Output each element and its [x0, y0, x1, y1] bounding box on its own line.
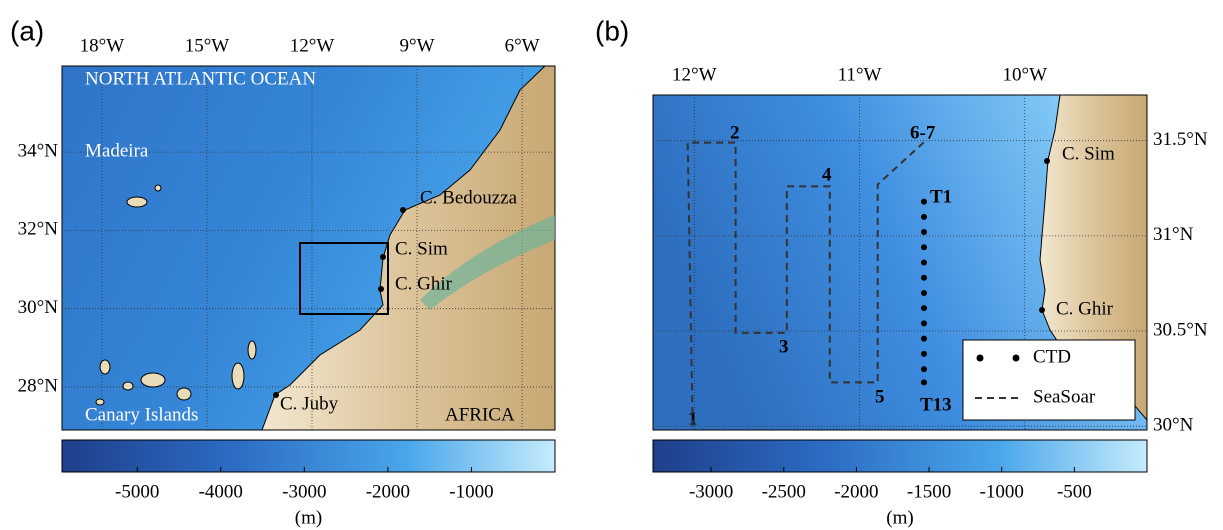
- x-tick-label: 12°W: [672, 64, 717, 85]
- y-tick-label: 30°N: [1153, 415, 1194, 436]
- ctd-station: [921, 229, 927, 235]
- ctd-station: [921, 290, 927, 296]
- annotation: AFRICA: [445, 404, 515, 425]
- ctd-station: [921, 336, 927, 342]
- colorbar: [653, 440, 1147, 472]
- ctd-station: [921, 351, 927, 357]
- annotation: 3: [779, 336, 789, 357]
- legend-label: CTD: [1033, 346, 1071, 367]
- panel-label: (b): [595, 15, 629, 46]
- colorbar-tick-label: -1500: [907, 481, 951, 502]
- colorbar: [62, 440, 555, 472]
- colorbar-tick-label: -2000: [366, 481, 410, 502]
- colorbar-unit: (m): [886, 507, 913, 528]
- colorbar-tick-label: -2500: [762, 481, 806, 502]
- y-tick-label: 34°N: [18, 140, 59, 161]
- legend-symbol: [1013, 355, 1020, 362]
- annotation: T13: [920, 394, 952, 415]
- y-tick-label: 30°N: [18, 297, 59, 318]
- figure: (a) NORTH ATLANTIC OCEAN Madeira C. Bedo…: [0, 0, 1223, 530]
- ctd-station: [921, 214, 927, 220]
- panel-b: (b) C. Sim C. Ghir 1 2 3 4 5 6-7 T1 T13 …: [595, 15, 1208, 528]
- panel-a: (a) NORTH ATLANTIC OCEAN Madeira C. Bedo…: [10, 15, 555, 528]
- y-tick-label: 30.5°N: [1153, 319, 1208, 340]
- ctd-station: [921, 275, 927, 281]
- colorbar-tick-label: -1000: [980, 481, 1024, 502]
- annotation: C. Sim: [1062, 143, 1115, 164]
- annotation: 5: [875, 386, 885, 407]
- annotation: 2: [730, 122, 740, 143]
- y-tick-label: 32°N: [18, 219, 59, 240]
- colorbar-tick-label: -4000: [199, 481, 243, 502]
- colorbar-tick-label: -5000: [115, 481, 159, 502]
- x-tick-label: 9°W: [400, 35, 435, 56]
- annotation: T1: [930, 186, 952, 207]
- x-tick-label: 12°W: [290, 35, 335, 56]
- annotation: NORTH ATLANTIC OCEAN: [85, 68, 316, 89]
- y-tick-label: 31°N: [1153, 224, 1194, 245]
- x-tick-label: 11°W: [838, 64, 882, 85]
- annotation: C. Juby: [280, 393, 339, 414]
- annotation: C. Ghir: [1056, 298, 1114, 319]
- x-tick-label: 10°W: [1002, 64, 1047, 85]
- colorbar-tick-label: -3000: [689, 481, 733, 502]
- colorbar-tick-label: -2000: [834, 481, 878, 502]
- colorbar-tick-label: -1000: [449, 481, 493, 502]
- x-tick-label: 15°W: [185, 35, 230, 56]
- ctd-station: [921, 199, 927, 205]
- legend: CTD SeaSoar: [963, 340, 1135, 420]
- ctd-station: [921, 305, 927, 311]
- ctd-station: [921, 260, 927, 266]
- colorbar-tick-label: -3000: [282, 481, 326, 502]
- annotation: Canary Islands: [85, 404, 198, 425]
- legend-label: SeaSoar: [1033, 386, 1096, 407]
- annotation: Madeira: [85, 140, 149, 161]
- annotation: C. Bedouzza: [420, 187, 518, 208]
- legend-symbol: [977, 355, 984, 362]
- panel-label: (a): [10, 15, 44, 46]
- x-tick-label: 6°W: [505, 35, 540, 56]
- ctd-station: [921, 320, 927, 326]
- ctd-station: [921, 366, 927, 372]
- colorbar-tick-label: -500: [1057, 481, 1092, 502]
- y-tick-label: 31.5°N: [1153, 129, 1208, 150]
- x-tick-label: 18°W: [80, 35, 125, 56]
- annotation: 6-7: [910, 122, 936, 143]
- ctd-station: [921, 244, 927, 250]
- annotation: C. Sim: [395, 238, 448, 259]
- annotation: 4: [822, 164, 832, 185]
- ctd-station: [921, 379, 927, 385]
- colorbar-unit: (m): [295, 507, 322, 528]
- y-tick-label: 28°N: [18, 375, 59, 396]
- annotation: C. Ghir: [395, 273, 453, 294]
